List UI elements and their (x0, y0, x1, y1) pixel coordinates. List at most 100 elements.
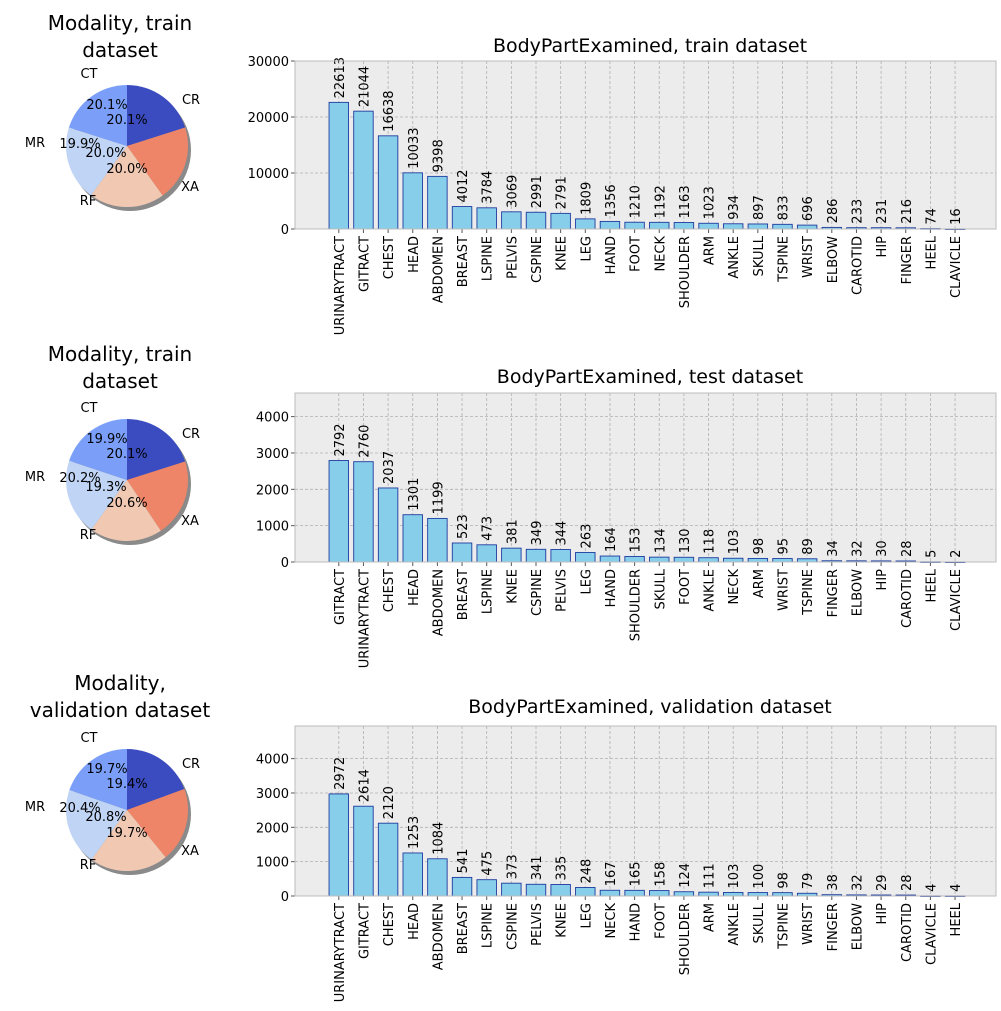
bar-value-label: 1192 (653, 185, 668, 218)
x-tick-label: LEG (579, 236, 594, 262)
y-tick-label: 0 (281, 223, 289, 238)
bar (723, 892, 744, 897)
bar-value-label: 9398 (431, 139, 446, 172)
x-tick-label: ANKLE (727, 903, 742, 946)
x-tick-label: FINGER (826, 569, 841, 617)
bar-value-label: 98 (752, 538, 767, 555)
bar (525, 548, 547, 563)
x-tick-label: URINARYTRACT (333, 236, 348, 335)
x-tick-label: CLAVICLE (949, 236, 964, 298)
x-tick-label: HAND (629, 903, 644, 941)
x-tick-label: CSPINE (530, 236, 545, 283)
y-tick-label: 1000 (256, 856, 289, 871)
pie-slice-cr (127, 85, 186, 146)
bar-value-label: 10033 (407, 127, 422, 168)
axes-frame (294, 725, 997, 897)
bar (747, 892, 769, 897)
bar-value-label: 2791 (555, 176, 570, 209)
pie-slice-rf (91, 810, 166, 871)
bar-value-label: 897 (752, 195, 767, 220)
x-tick-label: BREAST (456, 903, 471, 954)
x-tick-label: GITRACT (357, 236, 372, 292)
x-tick-label: NECK (653, 236, 668, 272)
y-tick-label: 0 (281, 556, 289, 571)
bar (451, 206, 473, 230)
y-tick-label: 3000 (256, 447, 289, 462)
bar-value-label: 341 (530, 855, 545, 880)
bar-value-label: 1253 (407, 816, 422, 849)
x-tick-label: CSPINE (530, 569, 545, 616)
x-tick-label: URINARYTRACT (357, 569, 372, 668)
x-tick-label: CLAVICLE (949, 569, 964, 631)
bar-value-label: 934 (727, 195, 742, 220)
pie-label-ct: CT (80, 731, 97, 746)
bar-value-label: 349 (530, 520, 545, 545)
bar-value-label: 4 (949, 884, 964, 892)
pie-percent-cr: 19.4% (106, 777, 147, 792)
pie-percent-xa: 20.6% (106, 496, 147, 511)
x-tick-label: PELVIS (555, 569, 570, 612)
x-tick-label: LEG (579, 903, 594, 929)
x-tick-label: CSPINE (505, 903, 520, 950)
bar (451, 542, 473, 563)
bar-value-label: 79 (801, 873, 816, 890)
pie-percent-xa: 19.7% (106, 826, 147, 841)
x-tick-label: FOOT (653, 903, 668, 939)
bar (501, 547, 522, 563)
pie-label-ct: CT (80, 67, 97, 82)
pie-percent-rf: 20.8% (85, 810, 126, 825)
bar (599, 220, 621, 230)
bar-value-label: 1301 (407, 478, 422, 511)
x-tick-label: FINGER (826, 903, 841, 951)
pie-percent-ct: 20.1% (86, 98, 127, 113)
bar-value-label: 134 (653, 528, 668, 553)
bar-value-label: 30 (875, 540, 890, 557)
bar (353, 461, 374, 563)
axes-frame (294, 392, 997, 563)
x-tick-label: SKULL (653, 568, 668, 609)
x-tick-label: ANKLE (703, 569, 718, 612)
pie-slice-rf (91, 480, 161, 541)
pie-label-cr: CR (182, 427, 200, 442)
bar (796, 224, 818, 230)
pie-percent-mr: 20.4% (59, 801, 100, 816)
bar-value-label: 473 (481, 516, 496, 541)
bar (402, 852, 423, 897)
x-tick-label: CAROTID (850, 236, 865, 295)
bar (353, 110, 374, 230)
bar (353, 805, 374, 897)
bar (550, 884, 571, 897)
bar-value-label: 38 (826, 874, 841, 891)
y-tick-label: 4000 (256, 753, 289, 768)
pie-percent-rf: 20.0% (85, 146, 126, 161)
y-tick-label: 2000 (256, 483, 289, 498)
bar-value-label: 29 (875, 874, 890, 891)
x-tick-label: ABDOMEN (431, 569, 446, 636)
bar (550, 212, 571, 230)
bar-value-label: 1210 (629, 185, 644, 218)
x-tick-label: KNEE (555, 236, 570, 271)
bar-value-label: 158 (653, 862, 668, 887)
bar (328, 793, 349, 897)
pie-title: validation dataset (30, 698, 211, 722)
pie-label-rf: RF (80, 858, 97, 873)
bar (451, 876, 473, 897)
bar-value-label: 216 (900, 199, 915, 224)
bar-value-label: 103 (727, 864, 742, 889)
bar (673, 222, 695, 230)
x-tick-label: WRIST (777, 569, 792, 611)
bar (624, 221, 645, 230)
x-tick-label: ABDOMEN (431, 903, 446, 970)
bar-value-label: 5 (924, 550, 939, 558)
bar (575, 887, 596, 897)
x-tick-label: PELVIS (530, 903, 545, 946)
pie-slice-mr (65, 790, 127, 860)
x-tick-label: FINGER (900, 236, 915, 284)
bar-value-label: 21044 (357, 66, 372, 107)
y-tick-label: 10000 (248, 167, 289, 182)
pie-slice-cr (127, 419, 186, 480)
bar-value-label: 233 (850, 199, 865, 224)
pie-label-xa: XA (181, 844, 199, 859)
x-tick-label: CHEST (382, 569, 397, 612)
